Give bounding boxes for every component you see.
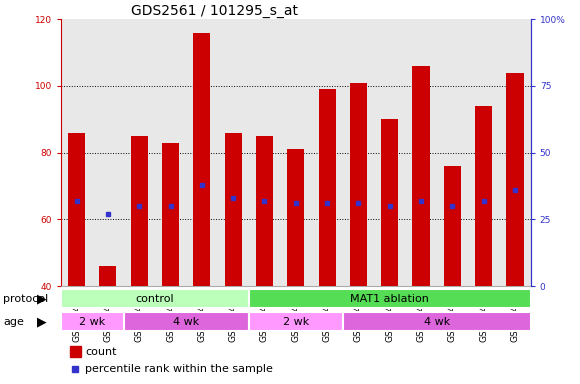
Bar — [412, 66, 430, 286]
Text: 2 wk: 2 wk — [79, 316, 106, 327]
Bar — [130, 136, 148, 286]
Text: age: age — [3, 316, 24, 327]
Text: 2 wk: 2 wk — [282, 316, 309, 327]
Bar — [99, 266, 117, 286]
Bar — [475, 106, 492, 286]
Bar — [318, 89, 336, 286]
Bar — [124, 312, 249, 331]
Bar — [68, 132, 85, 286]
Text: control: control — [136, 293, 174, 304]
Text: 4 wk: 4 wk — [173, 316, 200, 327]
Bar — [61, 312, 124, 331]
Bar — [224, 132, 242, 286]
Text: ▶: ▶ — [37, 315, 46, 328]
Bar — [444, 166, 461, 286]
Bar — [162, 142, 179, 286]
Bar — [350, 83, 367, 286]
Bar — [249, 289, 531, 308]
Text: count: count — [85, 347, 117, 357]
Text: 4 wk: 4 wk — [423, 316, 450, 327]
Bar — [381, 119, 398, 286]
Bar — [256, 136, 273, 286]
Bar — [70, 346, 81, 357]
Text: ▶: ▶ — [37, 292, 46, 305]
Bar — [287, 149, 305, 286]
Bar — [61, 289, 249, 308]
Bar — [343, 312, 531, 331]
Text: MAT1 ablation: MAT1 ablation — [350, 293, 429, 304]
Bar — [193, 33, 211, 286]
Bar — [506, 73, 524, 286]
Text: protocol: protocol — [3, 293, 48, 304]
Bar — [249, 312, 343, 331]
Text: percentile rank within the sample: percentile rank within the sample — [85, 364, 273, 374]
Text: GDS2561 / 101295_s_at: GDS2561 / 101295_s_at — [131, 4, 298, 18]
